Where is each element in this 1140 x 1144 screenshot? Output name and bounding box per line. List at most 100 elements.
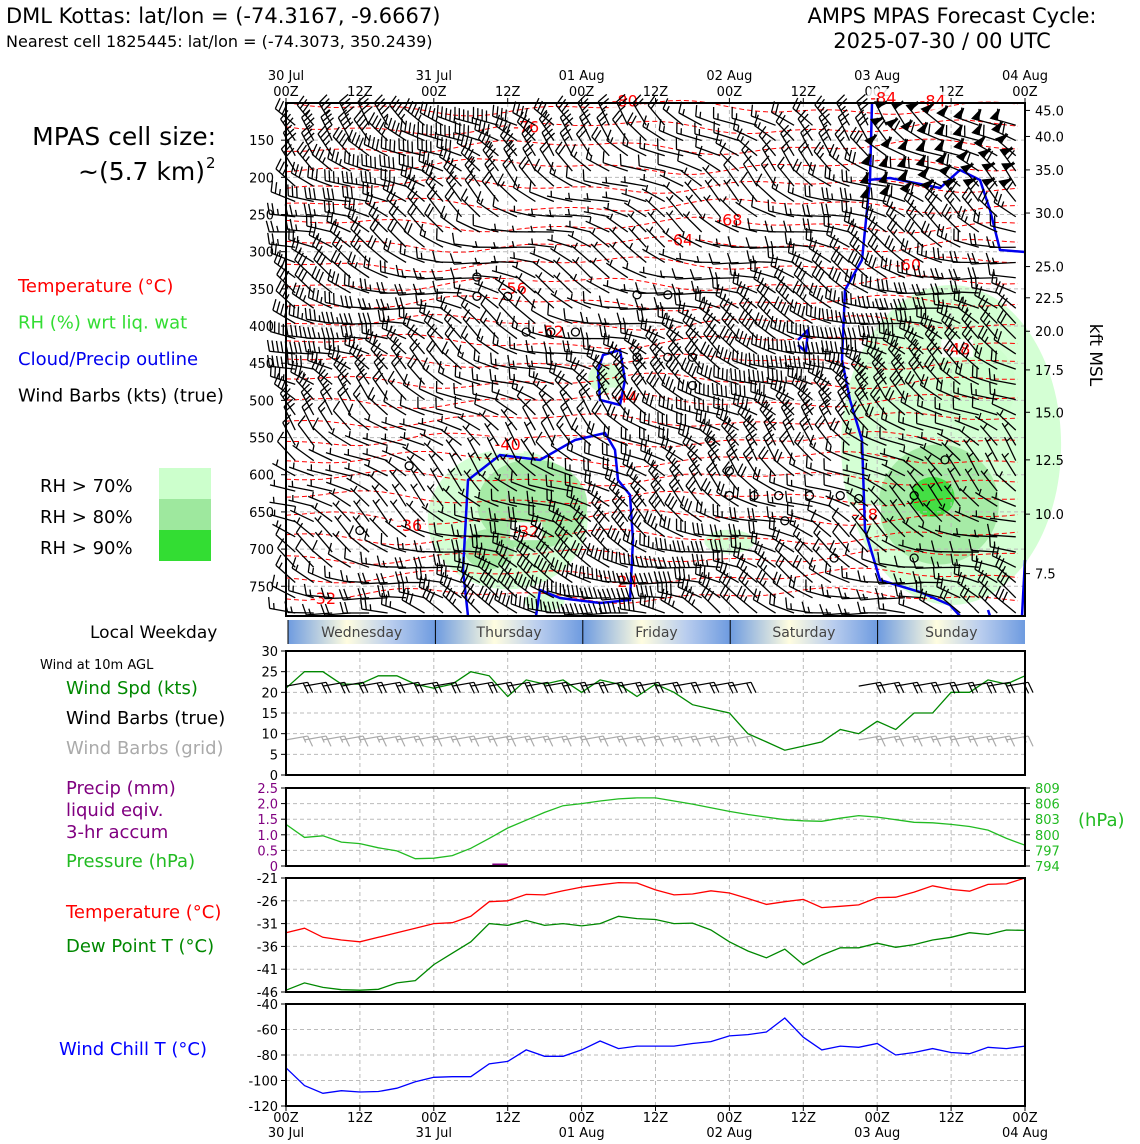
height-tick-label: 25.0 (1035, 261, 1064, 276)
panel-ytick-label: 25 (261, 666, 278, 681)
panel-ytick-label: 1.5 (257, 813, 278, 828)
top-date-label: 03 Aug (854, 69, 900, 84)
pressure-tick-label: 700 (249, 543, 274, 558)
bottom-date-label: 03 Aug (854, 1126, 900, 1140)
panel-ytick-label: 30 (261, 645, 278, 660)
cell-size-exponent: 2 (206, 154, 216, 172)
pressure-tick-label: 650 (249, 506, 274, 521)
weekday-name: Sunday (925, 625, 977, 641)
legend-item: Temperature (°C) (17, 276, 173, 297)
wind10-title: Wind at 10m AGL (40, 658, 154, 673)
top-hour-label: 12Z (791, 85, 817, 100)
height-tick-label: 30.0 (1035, 207, 1064, 222)
top-date-label: 01 Aug (559, 69, 605, 84)
precip-legend-item: Precip (mm) (66, 778, 176, 799)
legend-item: RH (%) wrt liq. wat (18, 313, 187, 334)
pressure-tick-label: 500 (249, 394, 274, 409)
panel-ytick-label: 10 (261, 728, 278, 743)
top-date-label: 02 Aug (706, 69, 752, 84)
panel-ytick-label: 15 (261, 707, 278, 722)
pressure-axis-label: (hPa) (1078, 810, 1125, 831)
bottom-date-label: 01 Aug (559, 1126, 605, 1140)
pressure-tick-label: 550 (249, 432, 274, 447)
wind10-legend-item: Wind Spd (kts) (66, 678, 198, 699)
top-hour-label: 12Z (643, 85, 669, 100)
precip-legend-item: 3-hr accum (66, 822, 168, 843)
panel-ytick-label: -100 (248, 1075, 278, 1090)
weekday-name: Thursday (476, 625, 542, 641)
bottom-hour-label: 00Z (569, 1111, 595, 1126)
height-tick-label: 15.0 (1035, 406, 1064, 421)
weekday-label: Local Weekday (90, 623, 217, 643)
height-tick-label: 20.0 (1035, 325, 1064, 340)
top-hour-label: 00Z (1012, 85, 1038, 100)
panel-ytick-label: 2.5 (257, 782, 278, 797)
rh-legend-swatch (159, 530, 211, 561)
pressure-ytick-label: 800 (1035, 829, 1060, 844)
panel-ytick-label: 5 (270, 748, 278, 763)
top-hour-label: 00Z (421, 85, 447, 100)
panel-ytick-label: -26 (257, 895, 278, 910)
bottom-hour-label: 00Z (421, 1111, 447, 1126)
panel-ytick-label: -40 (257, 998, 278, 1013)
pressure-tick-label: 450 (249, 357, 274, 372)
panel-ytick-label: -60 (257, 1024, 278, 1039)
precip-legend-item: liquid eqiv. (66, 800, 163, 821)
rh-legend-label: RH > 90% (40, 538, 133, 559)
height-axis-label: kft MSL (1085, 324, 1105, 387)
weekday-strip: Wednesday Thursday Friday Saturday Sunday (288, 620, 1025, 644)
panel-ytick-label: -41 (257, 963, 278, 978)
weekday-name: Saturday (772, 625, 835, 641)
forecast-cycle: 2025-07-30 / 00 UTC (833, 29, 1051, 53)
bottom-date-label: 02 Aug (706, 1126, 752, 1140)
rh-legend-swatch (159, 499, 211, 530)
pressure-tick-label: 750 (249, 580, 274, 595)
pressure-tick-label: 150 (249, 134, 274, 149)
bottom-hour-label: 12Z (938, 1111, 964, 1126)
bottom-hour-label: 12Z (495, 1111, 521, 1126)
top-date-label: 30 Jul (268, 69, 304, 84)
pressure-ytick-label: 803 (1035, 813, 1060, 828)
top-date-label: 31 Jul (416, 69, 452, 84)
cell-size-label: MPAS cell size: (32, 122, 216, 151)
forecast-title: AMPS MPAS Forecast Cycle: (808, 4, 1097, 28)
height-tick-label: 17.5 (1035, 364, 1064, 379)
pressure-ytick-label: 806 (1035, 798, 1060, 813)
panel-ytick-label: 0.5 (257, 844, 278, 859)
bottom-hour-label: 00Z (273, 1111, 299, 1126)
rh-legend-swatch (159, 468, 211, 499)
rh-legend-label: RH > 80% (40, 507, 133, 528)
weekday-name: Wednesday (321, 625, 402, 641)
bottom-hour-label: 00Z (1012, 1111, 1038, 1126)
height-tick-label: 40.0 (1035, 130, 1064, 145)
pressure-tick-label: 250 (249, 209, 274, 224)
panel-ytick-label: -36 (257, 940, 278, 955)
bottom-hour-label: 12Z (643, 1111, 669, 1126)
pressure-tick-label: 200 (249, 171, 274, 186)
height-tick-label: 10.0 (1035, 508, 1064, 523)
station-subtitle: Nearest cell 1825445: lat/lon = (-74.307… (6, 32, 433, 51)
top-hour-label: 00Z (273, 85, 299, 100)
top-date-label: 04 Aug (1002, 69, 1048, 84)
pressure-ytick-label: 797 (1035, 844, 1060, 859)
weekday-name: Friday (635, 625, 677, 641)
windchill-legend: Wind Chill T (°C) (59, 1039, 207, 1060)
height-tick-label: 7.5 (1035, 568, 1056, 583)
top-hour-label: 12Z (347, 85, 373, 100)
height-tick-label: 35.0 (1035, 164, 1064, 179)
panel-ytick-label: -80 (257, 1049, 278, 1064)
height-tick-label: 22.5 (1035, 292, 1064, 307)
height-tick-label: 12.5 (1035, 454, 1064, 469)
legend-item: Cloud/Precip outline (18, 349, 198, 370)
bottom-date-label: 31 Jul (416, 1126, 452, 1140)
pressure-tick-label: 400 (249, 320, 274, 335)
bottom-hour-label: 00Z (717, 1111, 743, 1126)
top-hour-label: 12Z (495, 85, 521, 100)
top-hour-label: 00Z (717, 85, 743, 100)
pressure-tick-label: 300 (249, 246, 274, 261)
pressure-ytick-label: 794 (1035, 860, 1060, 875)
bottom-hour-label: 12Z (347, 1111, 373, 1126)
precip-legend-item: Pressure (hPa) (66, 851, 195, 872)
